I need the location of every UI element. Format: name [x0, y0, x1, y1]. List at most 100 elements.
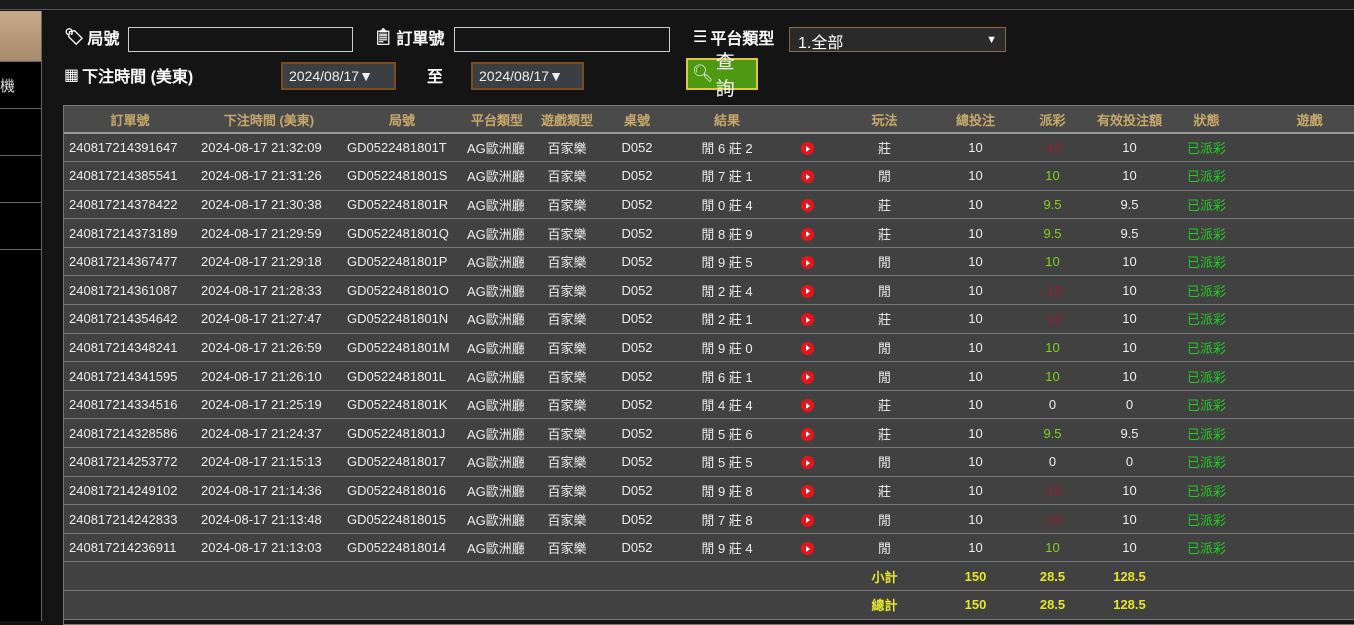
play-video-icon[interactable]	[800, 284, 814, 298]
round-input[interactable]	[128, 27, 353, 52]
sidebar-item-active[interactable]	[0, 11, 41, 62]
date-from-picker[interactable]: 2024/08/17▼	[281, 62, 396, 90]
cell-valid-bet: 10	[1091, 247, 1168, 277]
empty-cell	[602, 561, 672, 591]
to-label: 至	[427, 69, 444, 86]
cell-table-no: D052	[602, 133, 672, 163]
play-video-icon[interactable]	[800, 370, 814, 384]
cell-game: -	[1245, 533, 1354, 563]
header-game-type: 遊戲類型	[532, 106, 602, 134]
cell-play-type: 閒	[832, 161, 937, 191]
sidebar-item[interactable]	[0, 156, 41, 203]
cell-table-no: D052	[602, 476, 672, 506]
cell-play-type: 閒	[832, 361, 937, 391]
play-video-icon[interactable]	[800, 227, 814, 241]
cell-game-type: 百家樂	[532, 161, 602, 191]
order-input[interactable]	[454, 27, 670, 52]
cell-total-bet: 10	[937, 476, 1014, 506]
cell-game-type: 百家樂	[532, 533, 602, 563]
play-video-icon[interactable]	[800, 456, 814, 470]
cell-order-no: 240817214367477	[64, 247, 196, 277]
sidebar-item[interactable]: 機	[0, 62, 41, 109]
cell-platform: AG歐洲廳	[462, 304, 532, 334]
platform-select[interactable]: 1.全部 ▼	[789, 27, 1006, 52]
header-payout: 派彩	[1014, 106, 1091, 134]
cell-platform: AG歐洲廳	[462, 504, 532, 534]
cell-payout: 0	[1014, 390, 1091, 420]
cell-game: -	[1245, 133, 1354, 163]
play-video-icon[interactable]	[800, 399, 814, 413]
cell-bet-time: 2024-08-17 21:29:59	[196, 218, 342, 248]
empty-cell	[1168, 561, 1245, 591]
date-to-picker[interactable]: 2024/08/17▼	[471, 62, 584, 90]
replay-cell	[782, 333, 832, 363]
replay-cell	[782, 275, 832, 306]
cell-order-no: 240817214373189	[64, 218, 196, 248]
cell-game-type: 百家樂	[532, 247, 602, 277]
play-video-icon[interactable]	[800, 513, 814, 527]
order-label: 📋︎ 訂單號	[373, 25, 444, 49]
play-video-icon[interactable]	[800, 256, 814, 270]
cell-payout: -10	[1014, 275, 1091, 306]
cell-payout: -10	[1014, 133, 1091, 163]
cell-round-no: GD0522481801P	[342, 247, 462, 277]
cell-play-type: 莊	[832, 218, 937, 248]
cell-table-no: D052	[602, 218, 672, 248]
list-icon: ☰	[693, 29, 708, 46]
cell-valid-bet: 9.5	[1091, 418, 1168, 449]
cell-game-type: 百家樂	[532, 333, 602, 363]
sidebar-item[interactable]	[0, 109, 41, 156]
play-video-icon[interactable]	[800, 427, 814, 441]
cell-status: 已派彩	[1168, 504, 1245, 534]
subtotal-row-valid-bet: 128.5	[1091, 561, 1168, 591]
table-header-row: 訂單號 下注時間 (美東) 局號 平台類型 遊戲類型 桌號 結果 玩法 總投注 派彩 有效投注額 狀態…	[64, 106, 1354, 134]
cell-table-no: D052	[602, 161, 672, 191]
play-video-icon[interactable]	[800, 199, 814, 213]
cell-status: 已派彩	[1168, 161, 1245, 191]
cell-status: 已派彩	[1168, 218, 1245, 248]
cell-bet-time: 2024-08-17 21:13:03	[196, 533, 342, 563]
sidebar-item[interactable]	[0, 203, 41, 250]
cell-game-type: 百家樂	[532, 390, 602, 420]
table-row: 240817214348241 2024-08-17 21:26:59 GD0522…	[64, 333, 1354, 363]
cell-payout: -10	[1014, 504, 1091, 534]
cell-valid-bet: 10	[1091, 504, 1168, 534]
play-video-icon[interactable]	[800, 542, 814, 556]
cell-order-no: 240817214341595	[64, 361, 196, 391]
replay-cell	[782, 390, 832, 420]
cell-result: 閒 0 莊 4	[672, 190, 782, 220]
cell-result: 閒 9 莊 5	[672, 247, 782, 277]
cell-table-no: D052	[602, 190, 672, 220]
cell-platform: AG歐洲廳	[462, 218, 532, 248]
cell-bet-time: 2024-08-17 21:30:38	[196, 190, 342, 220]
header-bet-time: 下注時間 (美東)	[196, 106, 342, 134]
play-video-icon[interactable]	[800, 341, 814, 355]
play-video-icon[interactable]	[800, 170, 814, 184]
cell-payout: 10	[1014, 333, 1091, 363]
cell-bet-time: 2024-08-17 21:14:36	[196, 476, 342, 506]
cell-result: 閒 2 莊 1	[672, 304, 782, 334]
empty-cell	[196, 590, 342, 620]
play-video-icon[interactable]	[800, 484, 814, 498]
cell-result: 閒 8 莊 9	[672, 218, 782, 248]
cell-valid-bet: 10	[1091, 333, 1168, 363]
cell-table-no: D052	[602, 333, 672, 363]
cell-bet-time: 2024-08-17 21:31:26	[196, 161, 342, 191]
cell-round-no: GD0522481801M	[342, 333, 462, 363]
clipboard-icon: 📋︎	[373, 29, 394, 46]
table-row: 240817214328586 2024-08-17 21:24:37 GD0522…	[64, 418, 1354, 449]
cell-game-type: 百家樂	[532, 418, 602, 449]
cell-bet-time: 2024-08-17 21:25:19	[196, 390, 342, 420]
time-label: ▦ 下注時間 (美東)	[64, 63, 193, 87]
round-label: 🏷︎ 局號	[64, 25, 119, 49]
play-video-icon[interactable]	[800, 313, 814, 327]
query-button[interactable]: 🔍︎ 查詢	[686, 52, 758, 100]
cell-order-no: 240817214348241	[64, 333, 196, 363]
cell-bet-time: 2024-08-17 21:27:47	[196, 304, 342, 334]
cell-status: 已派彩	[1168, 133, 1245, 163]
cell-payout: 10	[1014, 361, 1091, 391]
play-video-icon[interactable]	[800, 142, 814, 156]
cell-play-type: 閒	[832, 275, 937, 306]
platform-label: ☰ 平台類型	[693, 25, 774, 49]
cell-bet-time: 2024-08-17 21:32:09	[196, 133, 342, 163]
